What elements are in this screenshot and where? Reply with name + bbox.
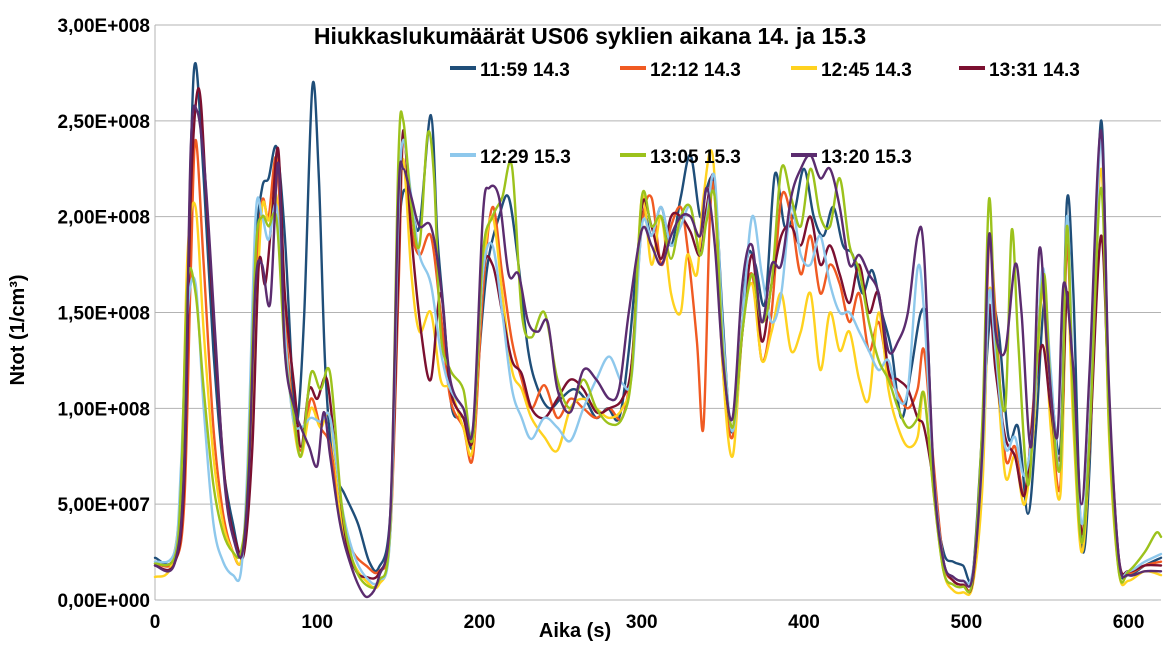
legend-label: 11:59 14.3 xyxy=(480,60,570,81)
plot-area xyxy=(154,25,1161,601)
series-line-1 xyxy=(153,134,1163,592)
y-tick-label: 2,50E+008 xyxy=(58,112,150,133)
y-tick-label: 3,00E+008 xyxy=(58,16,150,37)
x-tick-label: 400 xyxy=(788,612,820,633)
x-tick-label: 100 xyxy=(301,612,333,633)
y-tick-label: 5,00E+007 xyxy=(58,495,150,516)
x-tick-label: 0 xyxy=(150,612,161,633)
x-tick-label: 200 xyxy=(464,612,496,633)
x-tick-label: 500 xyxy=(950,612,982,633)
series-line-5 xyxy=(153,110,1163,594)
legend-label: 12:12 14.3 xyxy=(650,60,741,81)
series-line-3 xyxy=(153,87,1163,594)
chart-title: Hiukkaslukumäärät US06 syklien aikana 14… xyxy=(314,23,866,49)
legend-label: 12:45 14.3 xyxy=(821,60,912,81)
y-tick-label: 2,00E+008 xyxy=(58,208,150,229)
y-tick-labels: 0,00E+000 5,00E+007 1,00E+008 1,50E+008 2,00… xyxy=(58,16,150,612)
legend-label: 13:31 14.3 xyxy=(989,60,1080,81)
legend: 11:59 14.3 12:12 14.3 12:45 14.3 13:31 14.3… xyxy=(450,60,1080,168)
x-tick-labels: 0 100 200 300 400 500 600 xyxy=(150,612,1145,633)
y-tick-label: 1,00E+008 xyxy=(58,399,150,420)
legend-label: 13:05 15.3 xyxy=(650,147,741,168)
y-tick-label: 0,00E+000 xyxy=(58,591,150,612)
series-line-6 xyxy=(153,104,1163,599)
x-tick-label: 600 xyxy=(1113,612,1145,633)
x-axis-label: Aika (s) xyxy=(539,620,611,642)
legend-label: 13:20 15.3 xyxy=(821,147,912,168)
x-tick-label: 300 xyxy=(626,612,658,633)
legend-label: 12:29 15.3 xyxy=(480,147,571,168)
y-tick-label: 1,50E+008 xyxy=(58,304,150,325)
series-line-4 xyxy=(153,138,1163,586)
series-lines xyxy=(153,62,1163,599)
y-axis-label: Ntot (1/cm³) xyxy=(7,274,29,385)
